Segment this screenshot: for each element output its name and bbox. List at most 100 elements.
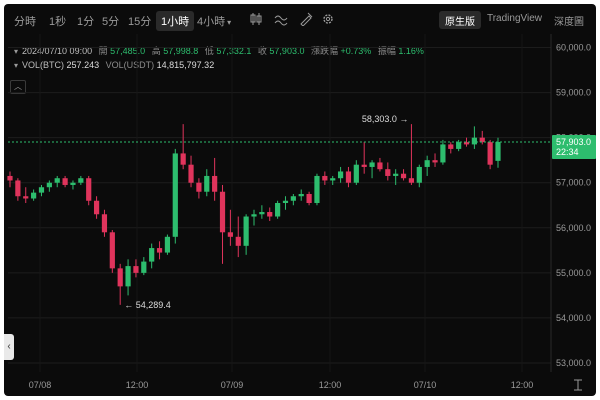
drawing-tool-icon[interactable] — [299, 12, 313, 26]
candle-body — [125, 266, 131, 287]
candle — [38, 184, 45, 197]
candle — [408, 124, 415, 185]
candle — [54, 175, 60, 188]
price-markers: 58,303.0 → ← 54,289.4 — [124, 114, 408, 310]
time-tick-label: 12:00 — [511, 380, 534, 390]
candle — [133, 259, 139, 278]
candle — [70, 180, 76, 190]
gear-icon[interactable] — [321, 12, 335, 26]
candle — [353, 160, 359, 185]
candle — [251, 209, 257, 226]
chart-grid — [8, 34, 552, 372]
candle-body — [109, 232, 115, 269]
candle-body — [393, 173, 399, 176]
candle-body — [463, 142, 470, 145]
timeframe-tab-active[interactable]: 1小時 — [156, 11, 195, 31]
countdown-timer: 22:34 — [556, 147, 579, 157]
candlestick-chart[interactable]: 60,000.059,000.058,000.057,000.056,000.0… — [4, 4, 596, 396]
high-label: 高 — [151, 46, 161, 56]
candle-body — [314, 175, 320, 203]
candle — [306, 191, 312, 206]
candle — [15, 178, 21, 201]
candle — [93, 196, 100, 219]
axis-scale-icon[interactable] — [572, 378, 584, 392]
open-value: 57,485.0 — [110, 46, 146, 56]
price-tick-label: 53,000.0 — [556, 358, 591, 368]
chevron-down-icon[interactable]: ▾ — [14, 47, 19, 56]
candle — [471, 126, 477, 149]
candle — [385, 162, 391, 181]
candle-body — [235, 236, 241, 246]
candle — [117, 263, 123, 305]
indicator-icon[interactable] — [274, 12, 288, 26]
candle — [479, 130, 485, 145]
candle-datetime: 2024/07/10 09:00 — [22, 46, 93, 56]
tab-tradingview[interactable]: TradingView — [486, 13, 542, 24]
candle-body — [172, 153, 178, 237]
candle-body — [15, 180, 21, 197]
timeframe-tab[interactable]: 5分 — [102, 16, 120, 28]
candle-body — [330, 178, 336, 181]
candle — [432, 153, 438, 167]
amplitude-label: 振幅 — [377, 46, 396, 56]
candle — [62, 175, 68, 188]
candle-body — [251, 214, 257, 217]
vol-btc-value: 257.243 — [66, 60, 100, 70]
candle — [46, 180, 52, 192]
candle — [125, 259, 131, 296]
candle-body — [345, 171, 352, 183]
candle-body — [259, 212, 265, 215]
candle — [314, 173, 320, 206]
candle — [393, 169, 399, 185]
candle-body — [290, 196, 296, 201]
candle-body — [93, 200, 100, 215]
timeframe-dropdown[interactable]: 4小時 ▾ — [197, 13, 231, 29]
candle-body — [101, 214, 108, 233]
candle — [180, 124, 186, 170]
candle — [463, 137, 470, 147]
candle-body — [38, 187, 45, 193]
change-value: +0.73% — [340, 46, 372, 56]
candle — [172, 148, 178, 244]
low-price-marker: ← 54,289.4 — [124, 300, 171, 310]
candle-body — [117, 268, 123, 287]
price-tick-label: 55,000.0 — [556, 268, 591, 278]
candle-body — [188, 164, 194, 183]
chevron-down-icon[interactable]: ▾ — [14, 61, 19, 70]
timeframe-tab[interactable]: 分時 — [14, 16, 36, 28]
candle — [109, 230, 115, 273]
candle-body — [54, 178, 60, 183]
tab-native[interactable]: 原生版 — [438, 11, 481, 29]
candle-body — [204, 175, 210, 192]
low-label: 低 — [204, 46, 214, 56]
candlestick-icon[interactable] — [249, 12, 263, 26]
time-tick-label: 07/08 — [29, 380, 52, 390]
last-price-badge — [552, 135, 596, 160]
candle — [31, 189, 37, 201]
candle-body — [62, 178, 68, 185]
candle — [141, 257, 147, 276]
time-tick-label: 07/09 — [221, 380, 244, 390]
candle-body — [432, 160, 438, 163]
timeframe-tab[interactable]: 15分 — [128, 16, 152, 28]
candle — [330, 175, 336, 185]
candle — [219, 184, 226, 264]
candle-body — [7, 175, 13, 181]
candle-body — [196, 182, 202, 192]
tab-depth[interactable]: 深度圖 — [554, 17, 584, 28]
candle-body — [361, 164, 367, 167]
collapse-indicators-button[interactable]: ︿ — [10, 80, 26, 94]
candle — [337, 166, 344, 183]
candle — [267, 207, 273, 222]
candle-body — [408, 178, 415, 183]
timeframe-tab[interactable]: 1秒 — [49, 16, 67, 28]
volume-info-row: ▾ VOL(BTC) 257.243 VOL(USDT) 14,815,797.3… — [14, 60, 214, 70]
candle-body — [78, 178, 84, 183]
timeframe-tab[interactable]: 1分 — [77, 16, 95, 28]
candle-body — [219, 191, 226, 233]
amplitude-value: 1.16% — [398, 46, 424, 56]
candle — [196, 178, 202, 199]
candle — [290, 193, 296, 206]
ohlc-info-row: ▾ 2024/07/10 09:00 開 57,485.0 高 57,998.8 … — [14, 44, 424, 57]
side-panel-toggle[interactable]: ‹ — [4, 334, 14, 360]
